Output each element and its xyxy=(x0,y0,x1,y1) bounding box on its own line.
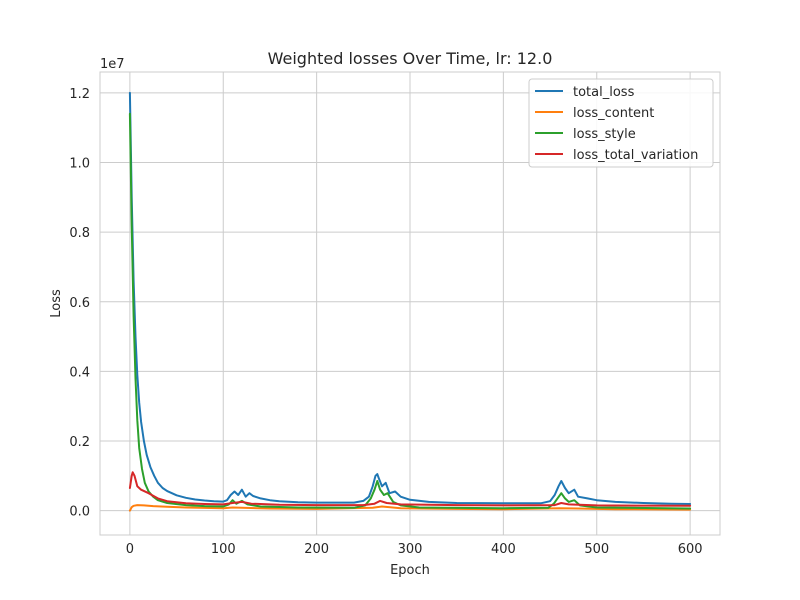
x-tick-label: 400 xyxy=(491,542,516,557)
legend-label: total_loss xyxy=(573,85,635,100)
y-tick-label: 0.4 xyxy=(69,365,90,380)
x-tick-label: 300 xyxy=(398,542,423,557)
x-tick-label: 0 xyxy=(126,542,134,557)
legend-box xyxy=(528,78,714,168)
y-tick-label: 0.2 xyxy=(69,435,90,450)
x-tick-label: 100 xyxy=(211,542,236,557)
x-tick-label: 600 xyxy=(678,542,703,557)
x-tick-label: 200 xyxy=(304,542,329,557)
y-tick-label: 1.2 xyxy=(69,87,90,102)
series-lines xyxy=(128,91,692,512)
y-tick-label: 1.0 xyxy=(69,157,90,172)
y-axis-label: Loss xyxy=(49,289,64,318)
x-tick-label: 500 xyxy=(584,542,609,557)
series-line-loss-total-variation xyxy=(128,471,692,507)
y-tick-label: 0.6 xyxy=(69,296,90,311)
x-axis-label: Epoch xyxy=(390,563,430,578)
legend-label: loss_content xyxy=(573,106,654,121)
y-multiplier-label: 1e7 xyxy=(100,57,125,72)
chart-title: Weighted losses Over Time, lr: 12.0 xyxy=(268,49,553,68)
series-line-total-loss xyxy=(128,91,692,505)
x-tick-labels: 0 100 200 300 400 500 600 xyxy=(126,542,703,557)
legend: total_loss loss_content loss_style loss_tot… xyxy=(528,78,714,168)
legend-label: loss_total_variation xyxy=(573,148,698,163)
y-tick-label: 0.8 xyxy=(69,226,90,241)
y-tick-labels: 0.0 0.2 0.4 0.6 0.8 1.0 1.2 xyxy=(69,87,90,520)
legend-entries: total_loss loss_content loss_style loss_tot… xyxy=(535,85,698,163)
legend-label: loss_style xyxy=(573,127,636,142)
y-tick-label: 0.0 xyxy=(69,505,90,520)
series-line-loss-style xyxy=(128,112,692,510)
